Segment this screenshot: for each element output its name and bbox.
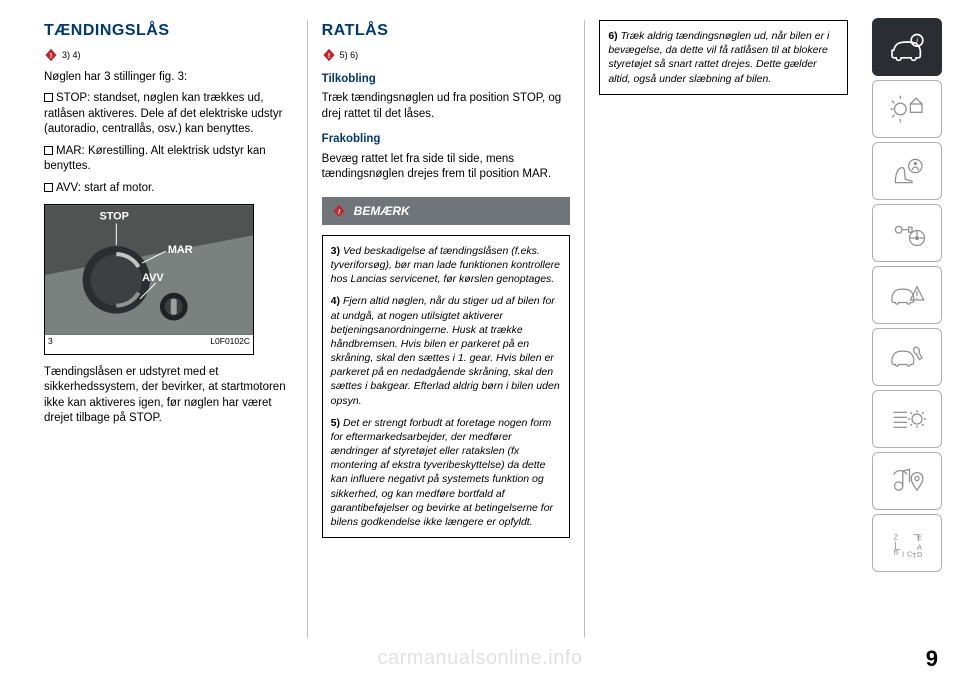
list-item: STOP: standset, nøglen kan trækkes ud, r… [44, 91, 293, 138]
subheading: Frakobling [322, 132, 571, 148]
fig-code: L0F0102C [210, 336, 250, 347]
item-text: AVV: start af motor. [56, 182, 154, 194]
tab-vehicle-info[interactable]: i [872, 18, 942, 76]
page-number: 9 [926, 646, 938, 672]
watermark-text: carmanualsonline.info [377, 647, 582, 670]
note-text: Fjern altid nøglen, når du stiger ud af … [331, 295, 560, 406]
note-number: 3) [331, 245, 340, 257]
body-text: Bevæg rattet let fra side til side, mens… [322, 152, 571, 183]
note-item: 3) Ved beskadigelse af tændingslåsen (f.… [331, 244, 562, 287]
note-text: Træk aldrig tændingsnøglen ud, når bilen… [608, 30, 829, 85]
fig-number: 3 [48, 336, 53, 347]
note-text: Ved beskadigelse af tændingslåsen (f.eks… [331, 245, 560, 285]
section-tabs-sidebar: i ZBEADICT [872, 18, 942, 572]
ignition-illustration: STOP MAR AVV [45, 205, 253, 335]
tab-index[interactable]: ZBEADICT [872, 514, 942, 572]
tab-multimedia-nav[interactable] [872, 452, 942, 510]
note-item: 5) Det er strengt forbudt at foretage no… [331, 416, 562, 529]
note-item: 6) Træk aldrig tændingsnøglen ud, når bi… [608, 29, 839, 86]
warning-badge-icon: ! [322, 48, 336, 62]
note-number: 6) [608, 30, 617, 42]
column-3: 6) Træk aldrig tændingsnøglen ud, når bi… [584, 20, 850, 638]
warning-badge-icon: ! [332, 204, 346, 218]
bullet-icon [44, 146, 53, 155]
column-1: TÆNDINGSLÅS ! 3) 4) Nøglen har 3 stillin… [30, 20, 307, 638]
remark-label: BEMÆRK [354, 203, 410, 219]
item-text: STOP: standset, nøglen kan trækkes ud, r… [44, 92, 282, 135]
tab-maintenance[interactable] [872, 328, 942, 386]
warning-badge-icon: ! [44, 48, 58, 62]
section-title-ignition: TÆNDINGSLÅS [44, 20, 293, 42]
tab-starting-driving[interactable] [872, 204, 942, 262]
item-text: MAR: Kørestilling. Alt elektrisk udstyr … [44, 145, 266, 173]
tab-tech-data[interactable] [872, 390, 942, 448]
svg-text:Z: Z [894, 533, 899, 542]
warning-refs: ! 5) 6) [322, 48, 571, 62]
bullet-icon [44, 93, 53, 102]
manual-page: TÆNDINGSLÅS ! 3) 4) Nøglen har 3 stillin… [30, 20, 850, 638]
note-number: 4) [331, 295, 340, 307]
remark-heading: ! BEMÆRK [322, 197, 571, 225]
svg-text:B: B [894, 548, 899, 557]
warning-notes-box: 3) Ved beskadigelse af tændingslåsen (f.… [322, 235, 571, 538]
warning-ref-text: 5) 6) [340, 49, 359, 61]
list-item: MAR: Kørestilling. Alt elektrisk udstyr … [44, 144, 293, 175]
fig-label-stop: STOP [99, 211, 128, 223]
ignition-figure: STOP MAR AVV 3 L0F0102C [44, 204, 254, 354]
tab-warning-emergency[interactable] [872, 266, 942, 324]
svg-text:!: ! [327, 50, 330, 59]
bullet-icon [44, 183, 53, 192]
svg-text:D: D [917, 550, 923, 559]
note-item: 4) Fjern altid nøglen, når du stiger ud … [331, 294, 562, 407]
section-title-steeringlock: RATLÅS [322, 20, 571, 42]
figure-caption: 3 L0F0102C [45, 335, 253, 353]
outro-text: Tændingslåsen er udstyret med et sikkerh… [44, 365, 293, 427]
tab-seating-safety[interactable] [872, 142, 942, 200]
svg-text:E: E [917, 533, 922, 542]
fig-label-avv: AVV [142, 272, 164, 284]
svg-text:I: I [902, 549, 904, 558]
list-item: AVV: start af motor. [44, 181, 293, 197]
body-text: Træk tændingsnøglen ud fra position STOP… [322, 91, 571, 122]
warning-ref-text: 3) 4) [62, 49, 81, 61]
tab-lights[interactable] [872, 80, 942, 138]
note-text: Det er strengt forbudt at foretage nogen… [331, 417, 553, 528]
svg-text:i: i [916, 36, 919, 46]
column-2: RATLÅS ! 5) 6) Tilkobling Træk tændingsn… [307, 20, 585, 638]
svg-text:!: ! [337, 207, 340, 216]
warning-notes-box: 6) Træk aldrig tændingsnøglen ud, når bi… [599, 20, 848, 95]
warning-refs: ! 3) 4) [44, 48, 293, 62]
svg-text:!: ! [50, 50, 53, 59]
svg-text:T: T [912, 551, 917, 560]
subheading: Tilkobling [322, 72, 571, 88]
note-number: 5) [331, 417, 340, 429]
intro-text: Nøglen har 3 stillinger fig. 3: [44, 70, 293, 86]
fig-label-mar: MAR [168, 244, 193, 256]
